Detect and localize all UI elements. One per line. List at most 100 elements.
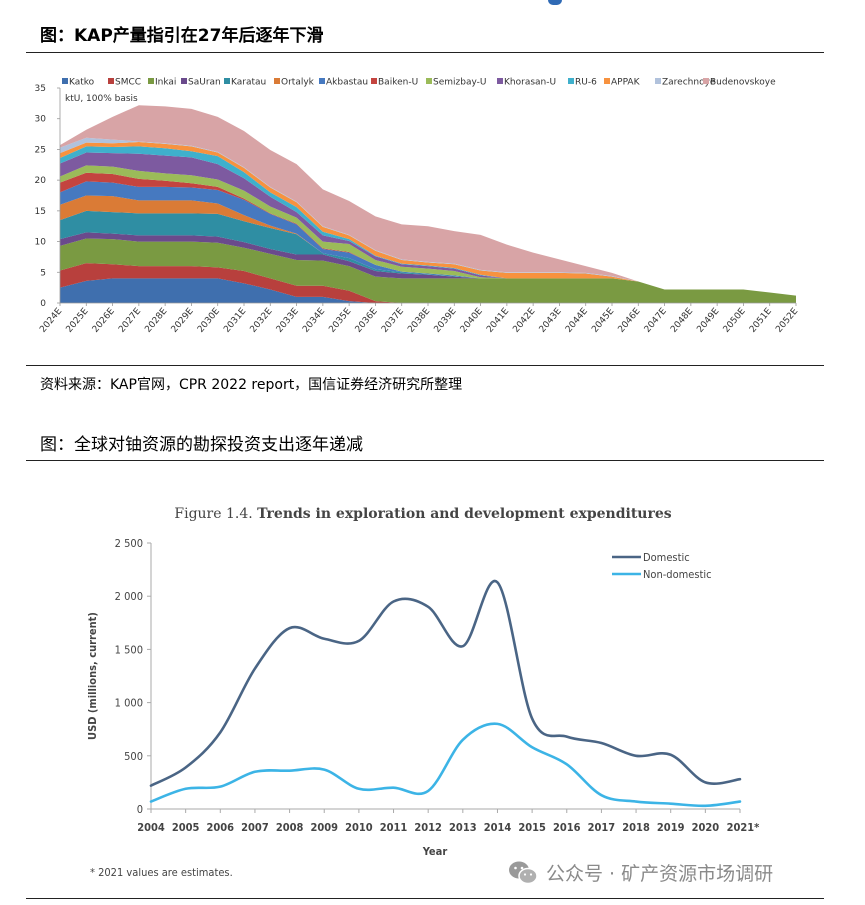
wechat-icon — [509, 861, 538, 884]
legend-item-ru-6: RU-6 — [568, 78, 597, 88]
y-tick-label: 1 000 — [115, 697, 143, 710]
legend-label: Ortalyk — [281, 78, 315, 88]
legend-swatch — [655, 78, 661, 84]
watermark: 公众号 · 矿产资源市场调研 — [508, 859, 773, 886]
section2-bottom-rule — [26, 898, 824, 899]
y-tick-label: 15 — [35, 207, 46, 217]
y-tick-label: 1 500 — [115, 643, 143, 656]
section1-title-rule — [26, 52, 824, 53]
x-tick-label: 2050E — [722, 306, 748, 335]
x-tick-label: 2016 — [553, 821, 581, 834]
section1-bottom-rule — [26, 365, 824, 366]
legend-label: Semizbay-U — [433, 78, 486, 88]
top-accent-decoration — [548, 0, 562, 5]
legend-item-baiken-u: Baiken-U — [371, 78, 418, 88]
area-inkai — [60, 238, 796, 303]
watermark-text: 公众号 · 矿产资源市场调研 — [546, 863, 774, 885]
legend-label: Baiken-U — [378, 78, 418, 88]
x-tick-label: 2014 — [484, 821, 512, 834]
chart-title-text: Trends in exploration and development ex… — [257, 506, 672, 522]
legend-item-katko: Katko — [62, 78, 95, 88]
x-tick-label: 2034E — [301, 306, 327, 335]
area-ortalyk — [60, 195, 796, 296]
legend-item-akbastau: Akbastau — [319, 78, 368, 88]
legend-swatch — [371, 78, 377, 84]
legend-label: Budenovskoye — [710, 78, 776, 88]
y-axis-label: USD (millions, current) — [86, 612, 99, 740]
section2-title-rule — [26, 460, 824, 461]
legend-item-non-domestic: Non-domestic — [612, 568, 712, 581]
legend-label: Katko — [69, 78, 95, 88]
x-tick-label: 2005 — [172, 821, 200, 834]
chart-title: Figure 1.4. Trends in exploration and de… — [174, 506, 671, 522]
y-tick-label: 2 000 — [115, 590, 143, 603]
legend-swatch — [568, 78, 574, 84]
x-tick-label: 2041E — [485, 306, 511, 335]
legend-item-appak: APPAK — [604, 78, 641, 88]
section1-source: 资料来源：KAP官网，CPR 2022 report，国信证券经济研究所整理 — [40, 377, 463, 393]
x-tick-label: 2024E — [38, 306, 64, 335]
area-baiken-u — [60, 172, 796, 296]
x-tick-label: 2031E — [222, 306, 248, 335]
legend: Katko SMCC Inkai SaUran Karatau Ortalyk Akbast… — [62, 78, 776, 88]
legend-swatch — [224, 78, 230, 84]
legend-label: SaUran — [188, 78, 221, 88]
section2-title: 图：全球对铀资源的勘探投资支出逐年递减 — [40, 435, 363, 455]
legend-swatch — [426, 78, 432, 84]
legend-label: APPAK — [611, 78, 641, 88]
area-smcc — [60, 263, 796, 303]
legend-swatch — [604, 78, 610, 84]
x-tick-label: 2040E — [459, 306, 485, 335]
x-tick-label: 2049E — [695, 306, 721, 335]
x-tick-label: 2046E — [617, 306, 643, 335]
x-tick-label: 2010 — [345, 821, 373, 834]
x-tick-label: 2008 — [276, 821, 304, 834]
x-tick-label: 2032E — [249, 306, 275, 335]
legend-label: Zarechnoye — [662, 78, 716, 88]
legend-label: Domestic — [643, 551, 690, 564]
y-tick-label: 0 — [137, 803, 143, 816]
x-tick-label: 2052E — [774, 306, 800, 335]
area-katko — [60, 278, 796, 303]
area-sauran — [60, 232, 796, 296]
legend-item-khorasan-u: Khorasan-U — [497, 78, 556, 88]
legend-item-inkai: Inkai — [148, 78, 176, 88]
x-tick-label: 2044E — [564, 306, 590, 335]
y-tick-label: 500 — [124, 750, 143, 763]
legend-swatch — [181, 78, 187, 84]
section1-title: 图：KAP产量指引在27年后逐年下滑 — [40, 26, 324, 46]
legend-label: Inkai — [155, 78, 176, 88]
legend-item-domestic: Domestic — [612, 551, 690, 564]
legend-label: Karatau — [231, 78, 266, 88]
legend-label: Akbastau — [326, 78, 368, 88]
legend-label: Non-domestic — [643, 568, 712, 581]
legend-item-zarechnoye: Zarechnoye — [655, 78, 716, 88]
legend-swatch — [274, 78, 280, 84]
exploration-expenditure-chart: Figure 1.4. Trends in exploration and de… — [86, 506, 760, 879]
chart-title-prefix: Figure 1.4. — [174, 506, 257, 522]
x-tick-label: 2038E — [406, 306, 432, 335]
y-tick-label: 25 — [35, 145, 46, 155]
x-tick-label: 2020 — [692, 821, 720, 834]
legend-item-sauran: SaUran — [181, 78, 221, 88]
x-tick-label: 2027E — [117, 306, 143, 335]
x-tick-label: 2021* — [727, 821, 760, 834]
area-akbastau — [60, 181, 796, 296]
y-tick-label: 10 — [35, 238, 47, 248]
legend-item-semizbay-u: Semizbay-U — [426, 78, 486, 88]
legend-swatch — [148, 78, 154, 84]
x-tick-label: 2039E — [433, 306, 459, 335]
x-tick-label: 2043E — [538, 306, 564, 335]
y-tick-label: 20 — [35, 176, 47, 186]
x-tick-label: 2025E — [65, 306, 91, 335]
x-tick-label: 2026E — [91, 306, 117, 335]
x-tick-label: 2030E — [196, 306, 222, 335]
x-tick-label: 2004 — [137, 821, 165, 834]
area-khorasan-u — [60, 152, 796, 296]
x-tick-label: 2009 — [310, 821, 338, 834]
x-tick-label: 2045E — [590, 306, 616, 335]
x-tick-label: 2051E — [748, 306, 774, 335]
x-tick-label: 2007 — [241, 821, 269, 834]
line-domestic — [149, 579, 742, 787]
